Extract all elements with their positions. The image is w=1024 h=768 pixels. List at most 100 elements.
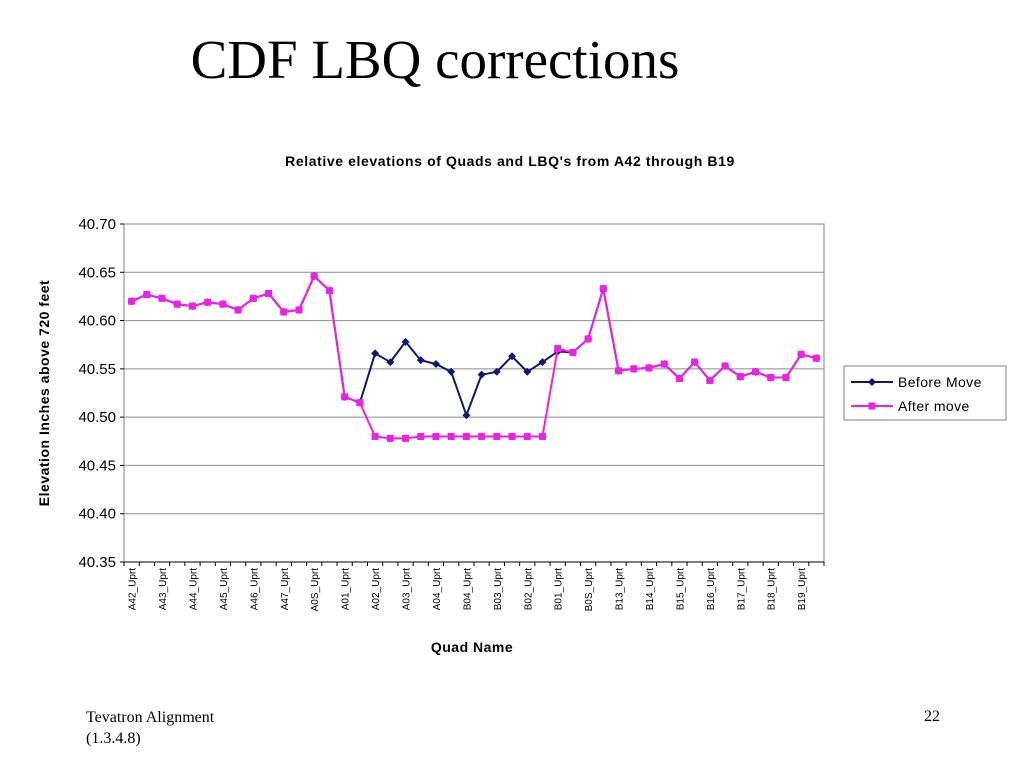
footer-line-2: (1.3.4.8) (86, 729, 141, 747)
x-tick-label: B02_Uprt (523, 568, 534, 610)
data-point (431, 360, 440, 369)
x-tick-label: A03_Uprt (402, 568, 413, 610)
data-point (797, 350, 805, 358)
legend-before-label: Before Move (898, 374, 982, 390)
x-tick-label: B15_Uprt (675, 568, 686, 610)
data-point (371, 349, 380, 358)
legend-before-marker (868, 378, 876, 386)
x-tick-label: A42_Uprt (128, 568, 139, 610)
x-tick-label: A46_Uprt (249, 568, 260, 610)
x-tick-label: B18_Uprt (767, 568, 778, 610)
data-point (386, 358, 395, 367)
chart-title: Relative elevations of Quads and LBQ's f… (285, 153, 735, 169)
y-tick-label: 40.45 (78, 457, 116, 474)
y-tick-label: 40.55 (78, 361, 116, 378)
y-tick-label: 40.65 (78, 264, 116, 281)
legend: Before Move After move (843, 365, 1007, 421)
data-point (523, 367, 532, 376)
data-point (478, 432, 486, 440)
data-point (584, 335, 592, 343)
data-point (691, 358, 699, 366)
data-point (325, 287, 333, 295)
x-tick-label: B0S_Uprt (584, 568, 595, 612)
data-point (706, 376, 714, 384)
data-point (128, 297, 136, 305)
data-point (386, 434, 394, 442)
series-lines (127, 272, 821, 442)
data-point (569, 348, 577, 356)
data-point (538, 358, 547, 367)
x-tick-label: A43_Uprt (158, 568, 169, 610)
y-tick-label: 40.40 (78, 506, 116, 523)
data-point (447, 432, 455, 440)
data-point (417, 432, 425, 440)
y-tick-label: 40.50 (78, 409, 116, 426)
data-point (462, 432, 470, 440)
legend-after-label: After move (898, 398, 970, 414)
footer-line-1: Tevatron Alignment (86, 709, 215, 726)
data-point (538, 432, 546, 440)
x-tick-label: B01_Uprt (554, 568, 565, 610)
data-point (188, 302, 196, 310)
data-point (402, 434, 410, 442)
x-tick-label: B19_Uprt (797, 568, 808, 610)
x-tick-label: B16_Uprt (706, 568, 717, 610)
data-point (401, 337, 410, 346)
x-tick-label: A44_Uprt (188, 568, 199, 610)
y-axis-label: Elevation Inches above 720 feet (36, 280, 52, 506)
data-point (371, 432, 379, 440)
data-point (356, 399, 364, 407)
data-point (508, 352, 517, 361)
x-tick-label: B03_Uprt (493, 568, 504, 610)
data-point (645, 364, 653, 372)
data-point (280, 308, 288, 316)
x-tick-label: A47_Uprt (280, 568, 291, 610)
line-chart: Relative elevations of Quads and LBQ's f… (36, 153, 1007, 655)
data-point (447, 367, 456, 376)
x-tick-label: A04_Uprt (432, 568, 443, 610)
legend-after-marker (868, 402, 876, 410)
data-point (675, 375, 683, 383)
data-point (477, 370, 486, 379)
data-point (630, 365, 638, 373)
data-point (341, 393, 349, 401)
data-point (265, 290, 273, 298)
data-point (508, 432, 516, 440)
data-point (721, 362, 729, 370)
data-point (492, 367, 501, 376)
y-tick-label: 40.35 (78, 554, 116, 571)
data-point (782, 374, 790, 382)
series-line (131, 274, 817, 440)
data-point (295, 306, 303, 314)
x-axis-ticks: A42_Uprt A43_Uprt A44_Uprt A45_Uprt A46_Uprt… (123, 561, 825, 612)
x-tick-label: B14_Uprt (645, 568, 656, 610)
data-point (204, 298, 212, 306)
slide-title: CDF LBQ corrections (190, 29, 680, 90)
x-tick-label: A02_Uprt (371, 568, 382, 610)
x-tick-label: B13_Uprt (615, 568, 626, 610)
x-tick-label: A45_Uprt (219, 568, 230, 610)
data-point (173, 300, 181, 308)
y-tick-label: 40.70 (78, 216, 116, 233)
data-point (416, 356, 425, 365)
data-point (462, 411, 471, 420)
y-tick-label: 40.60 (78, 313, 116, 330)
data-point (493, 432, 501, 440)
x-tick-label: B04_Uprt (462, 568, 473, 610)
data-point (523, 432, 531, 440)
data-point (736, 373, 744, 381)
x-tick-label: A01_Uprt (341, 568, 352, 610)
series-after-move (128, 272, 820, 442)
data-point (599, 285, 607, 293)
data-point (615, 367, 623, 375)
x-tick-label: B17_Uprt (736, 568, 747, 610)
data-point (143, 290, 151, 298)
y-axis-ticks: 40.70 40.65 40.60 40.55 40.50 40.45 40.40 40.35 (78, 216, 124, 571)
data-point (219, 300, 227, 308)
x-tick-label: A0S_Uprt (310, 568, 321, 612)
x-axis-label: Quad Name (431, 639, 513, 655)
data-point (310, 272, 318, 280)
data-point (158, 294, 166, 302)
data-point (554, 345, 562, 353)
data-point (660, 360, 668, 368)
